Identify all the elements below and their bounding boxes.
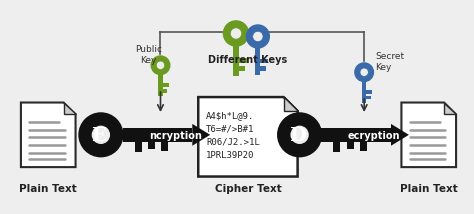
Bar — [261, 59, 268, 63]
Bar — [233, 44, 239, 76]
Text: Cipher Text: Cipher Text — [215, 184, 281, 195]
Bar — [261, 66, 266, 71]
Polygon shape — [284, 97, 298, 111]
Bar — [347, 142, 354, 149]
Polygon shape — [401, 103, 456, 167]
Polygon shape — [192, 124, 210, 146]
Circle shape — [79, 113, 123, 157]
Bar — [135, 142, 142, 152]
Bar — [163, 89, 167, 92]
Text: A4$h*L@9.
T6=#/>B#1
R06/J2.>1L
1PRL39P20: A4$h*L@9. T6=#/>B#1 R06/J2.>1L 1PRL39P20 — [206, 111, 260, 160]
Bar — [123, 128, 192, 142]
Bar — [161, 142, 168, 151]
Text: Plain Text: Plain Text — [400, 184, 457, 195]
Circle shape — [291, 126, 309, 144]
Text: Public
Key: Public Key — [135, 45, 162, 65]
Bar — [366, 90, 372, 94]
Bar — [321, 128, 391, 142]
Circle shape — [151, 56, 170, 74]
Bar — [239, 67, 245, 71]
Polygon shape — [21, 103, 75, 167]
Circle shape — [278, 113, 321, 157]
Circle shape — [230, 28, 242, 39]
Bar — [362, 80, 366, 103]
Bar — [255, 46, 261, 75]
Polygon shape — [64, 103, 75, 114]
Circle shape — [246, 25, 269, 48]
Bar — [239, 58, 247, 63]
Polygon shape — [391, 124, 409, 146]
Text: E: E — [91, 127, 106, 145]
Circle shape — [360, 68, 368, 76]
Bar — [163, 83, 169, 87]
Text: Secret
Key: Secret Key — [375, 52, 404, 72]
Text: Different Keys: Different Keys — [208, 55, 288, 65]
Polygon shape — [444, 103, 456, 114]
Polygon shape — [198, 97, 298, 177]
Circle shape — [156, 61, 164, 70]
Bar — [360, 142, 367, 151]
Text: ecryption: ecryption — [348, 131, 401, 141]
Circle shape — [253, 31, 263, 42]
Circle shape — [355, 63, 374, 82]
Bar — [366, 96, 371, 100]
Text: Plain Text: Plain Text — [19, 184, 77, 195]
Text: D: D — [289, 127, 306, 145]
Bar — [333, 142, 340, 152]
Circle shape — [223, 21, 248, 46]
Circle shape — [91, 126, 110, 144]
Text: ncryption: ncryption — [149, 131, 202, 141]
Bar — [158, 73, 163, 96]
Bar — [148, 142, 155, 149]
